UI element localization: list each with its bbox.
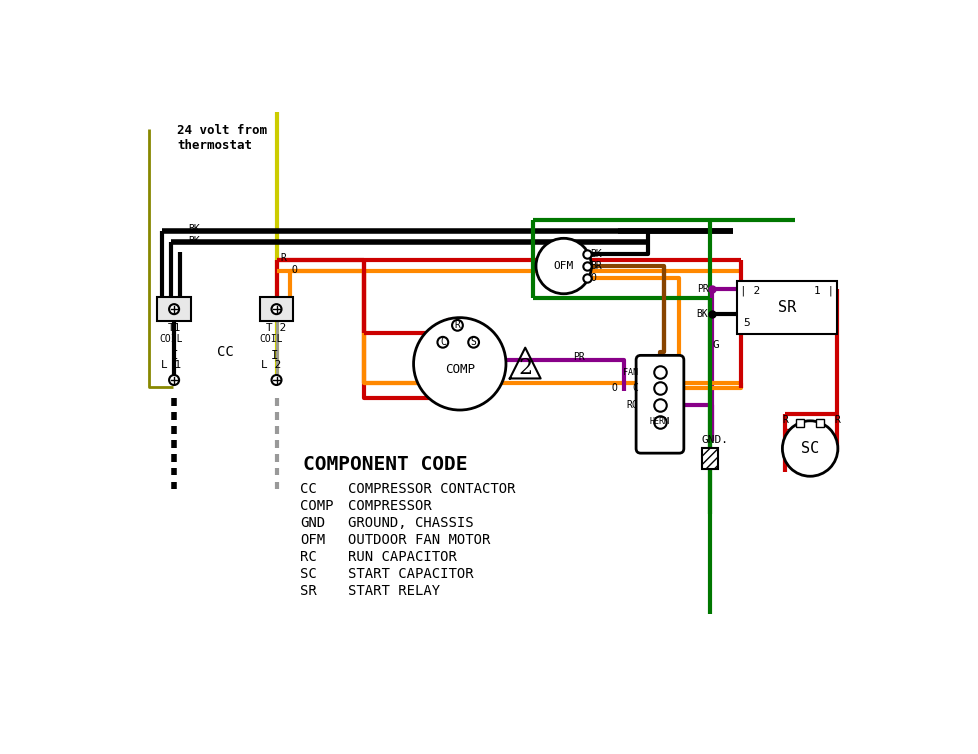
Text: BR: BR bbox=[590, 261, 601, 271]
Text: PR: PR bbox=[696, 284, 708, 294]
Text: T 2: T 2 bbox=[266, 323, 287, 333]
Circle shape bbox=[452, 320, 463, 331]
Text: SR: SR bbox=[300, 584, 317, 598]
Text: OFM: OFM bbox=[300, 533, 325, 547]
Circle shape bbox=[535, 238, 591, 294]
Text: BK: BK bbox=[188, 224, 200, 234]
Text: COMP: COMP bbox=[444, 363, 474, 376]
Text: 1 |: 1 | bbox=[813, 285, 833, 296]
Text: T1: T1 bbox=[167, 323, 181, 333]
Text: I: I bbox=[270, 349, 278, 362]
Text: SR: SR bbox=[778, 300, 795, 315]
Text: O: O bbox=[291, 265, 297, 275]
Text: OUTDOOR FAN MOTOR: OUTDOOR FAN MOTOR bbox=[348, 533, 490, 547]
Text: O: O bbox=[611, 383, 617, 393]
Circle shape bbox=[271, 304, 282, 314]
Text: CC: CC bbox=[300, 483, 317, 496]
Text: C: C bbox=[439, 337, 445, 348]
Text: START RELAY: START RELAY bbox=[348, 584, 440, 598]
Circle shape bbox=[169, 304, 179, 314]
Text: RC: RC bbox=[300, 550, 317, 564]
Text: SC: SC bbox=[800, 441, 819, 456]
Text: RC: RC bbox=[626, 400, 638, 409]
Text: BK: BK bbox=[696, 309, 708, 319]
Text: OFM: OFM bbox=[553, 261, 573, 271]
Text: S: S bbox=[470, 337, 476, 348]
Text: COIL: COIL bbox=[159, 334, 183, 344]
Bar bbox=[259, 297, 293, 321]
Circle shape bbox=[271, 375, 282, 385]
Text: RUN CAPACITOR: RUN CAPACITOR bbox=[348, 550, 457, 564]
Text: BK: BK bbox=[188, 237, 200, 247]
Text: HERM: HERM bbox=[649, 417, 669, 426]
Text: | 2: | 2 bbox=[739, 285, 760, 296]
Text: COMP: COMP bbox=[300, 499, 333, 513]
Text: GROUND, CHASSIS: GROUND, CHASSIS bbox=[348, 516, 473, 530]
Text: R: R bbox=[280, 253, 286, 263]
Circle shape bbox=[413, 317, 506, 410]
Text: COMPRESSOR CONTACTOR: COMPRESSOR CONTACTOR bbox=[348, 483, 515, 496]
Text: SC: SC bbox=[300, 567, 317, 581]
Bar bbox=[736, 281, 836, 334]
Text: CC: CC bbox=[216, 345, 233, 359]
Circle shape bbox=[781, 421, 837, 477]
Bar bbox=[701, 448, 718, 469]
Text: 2: 2 bbox=[517, 357, 532, 379]
FancyBboxPatch shape bbox=[636, 355, 684, 453]
Text: R: R bbox=[833, 415, 839, 425]
Text: GND: GND bbox=[300, 516, 325, 530]
Bar bbox=[795, 419, 803, 427]
Text: O: O bbox=[590, 273, 596, 283]
Text: R: R bbox=[781, 415, 787, 425]
Text: 24 volt from
thermostat: 24 volt from thermostat bbox=[177, 124, 267, 152]
Circle shape bbox=[169, 375, 179, 385]
Circle shape bbox=[467, 337, 478, 348]
Text: L 2: L 2 bbox=[261, 360, 281, 370]
Bar bbox=[157, 297, 191, 321]
Text: FAN: FAN bbox=[623, 368, 638, 377]
Bar bbox=[816, 419, 823, 427]
Text: PR: PR bbox=[573, 351, 585, 361]
Text: COMPONENT CODE: COMPONENT CODE bbox=[302, 455, 467, 474]
Circle shape bbox=[437, 337, 448, 348]
Text: C: C bbox=[632, 383, 638, 393]
Text: L 1: L 1 bbox=[160, 360, 181, 370]
Text: COIL: COIL bbox=[259, 334, 283, 344]
Text: R: R bbox=[454, 320, 460, 330]
Text: COMPRESSOR: COMPRESSOR bbox=[348, 499, 431, 513]
Text: START CAPACITOR: START CAPACITOR bbox=[348, 567, 473, 581]
Text: BK: BK bbox=[590, 250, 601, 259]
Text: 5: 5 bbox=[742, 318, 749, 329]
Text: G: G bbox=[712, 339, 719, 350]
Text: I: I bbox=[170, 349, 178, 362]
Text: GND.: GND. bbox=[701, 434, 728, 445]
